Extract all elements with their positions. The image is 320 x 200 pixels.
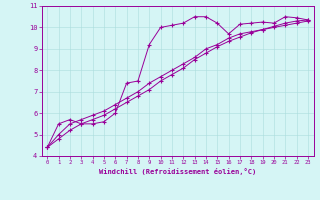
X-axis label: Windchill (Refroidissement éolien,°C): Windchill (Refroidissement éolien,°C)	[99, 168, 256, 175]
